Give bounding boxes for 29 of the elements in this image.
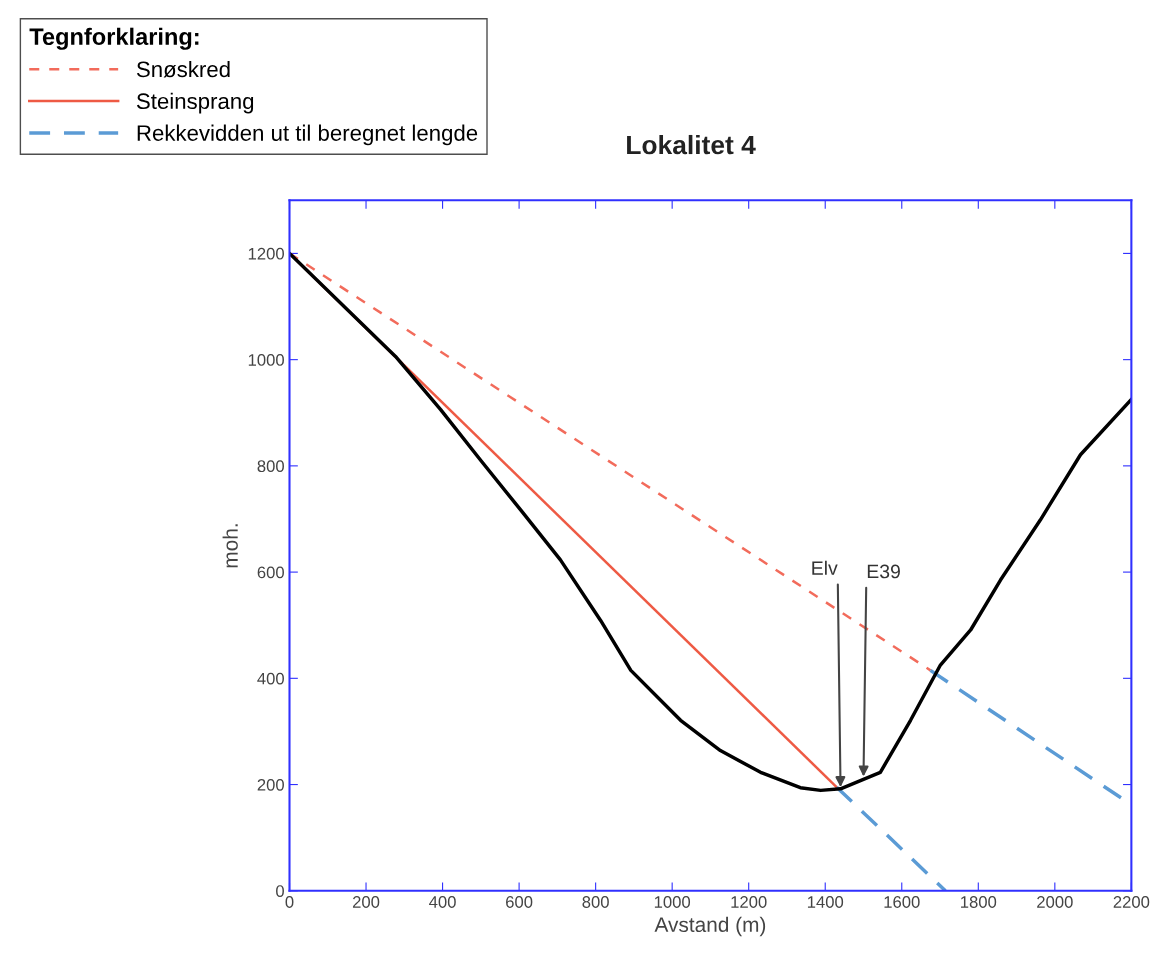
annotation: Elv [812, 560, 838, 575]
x-tick-label: 1800 [961, 896, 997, 908]
x-tick-label: 600 [506, 896, 533, 908]
y-tick-label: 600 [257, 566, 284, 579]
legend-label: Rekkevidden ut til beregnet lengde [137, 124, 478, 146]
x-tick-label: 800 [582, 896, 609, 908]
y-tick-label: 200 [257, 778, 284, 791]
x-tick-label: 200 [352, 896, 380, 908]
x-tick-label: 2000 [1037, 896, 1073, 908]
x-axis-title: Avstand (m) [654, 916, 766, 937]
legend-label: Steinsprang [136, 92, 254, 114]
line-series [289, 251, 1132, 793]
x-tick-label: 2200 [1113, 896, 1150, 908]
y-tick-label: 400 [257, 672, 284, 685]
y-tick-label: 1000 [248, 354, 284, 366]
x-tick-label: 1200 [731, 896, 767, 908]
chart-title: Lokalitet 4 [627, 134, 756, 155]
annotation: E39 [867, 564, 900, 579]
x-tick-label: 0 [285, 896, 294, 908]
x-tick-label: 1600 [884, 896, 920, 908]
x-tick-label: 1400 [807, 896, 844, 908]
legend-title: Tegnforklaring: [29, 27, 199, 50]
y-tick-label: 1200 [248, 247, 284, 260]
x-tick-label: 1000 [654, 896, 691, 908]
legend-label: Snøskred [136, 60, 230, 78]
y-tick-label: 800 [257, 460, 284, 473]
x-tick-label: 400 [429, 896, 456, 908]
y-tick-label: 0 [276, 885, 284, 897]
y-axis-title: moh. [222, 524, 238, 568]
